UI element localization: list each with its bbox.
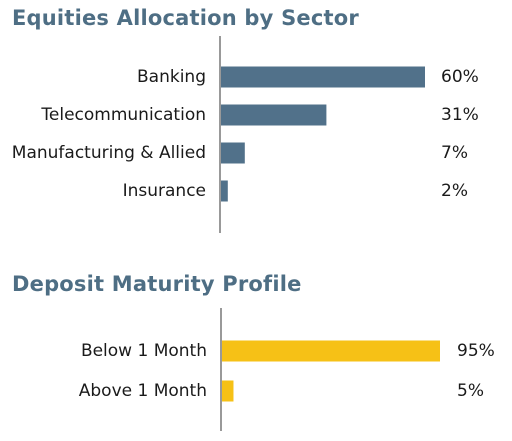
value-label: 2%: [441, 181, 468, 201]
value-label: 31%: [441, 105, 479, 125]
category-label: Manufacturing & Allied: [12, 143, 206, 163]
chart1-title: Equities Allocation by Sector: [12, 6, 359, 30]
chart2-title: Deposit Maturity Profile: [12, 272, 302, 296]
bar-1-2: [221, 142, 245, 164]
bar-2-1: [222, 380, 234, 402]
category-label: Banking: [137, 67, 206, 87]
bar-2-0: [222, 340, 440, 362]
category-label: Telecommunication: [40, 105, 206, 125]
deposit-maturity-chart: Below 1 Month 95% Above 1 Month 5%: [79, 308, 495, 431]
value-label: 95%: [457, 341, 495, 361]
value-label: 5%: [457, 381, 484, 401]
bar-1-0: [221, 66, 425, 88]
bar-1-1: [221, 104, 327, 126]
category-label: Below 1 Month: [81, 341, 207, 361]
value-label: 60%: [441, 67, 479, 87]
bar-1-3: [221, 180, 228, 202]
equities-allocation-chart: Banking 60% Telecommunication 31% Manufactur…: [12, 36, 479, 233]
category-label: Insurance: [123, 181, 206, 201]
value-label: 7%: [441, 143, 468, 163]
category-label: Above 1 Month: [79, 381, 207, 401]
